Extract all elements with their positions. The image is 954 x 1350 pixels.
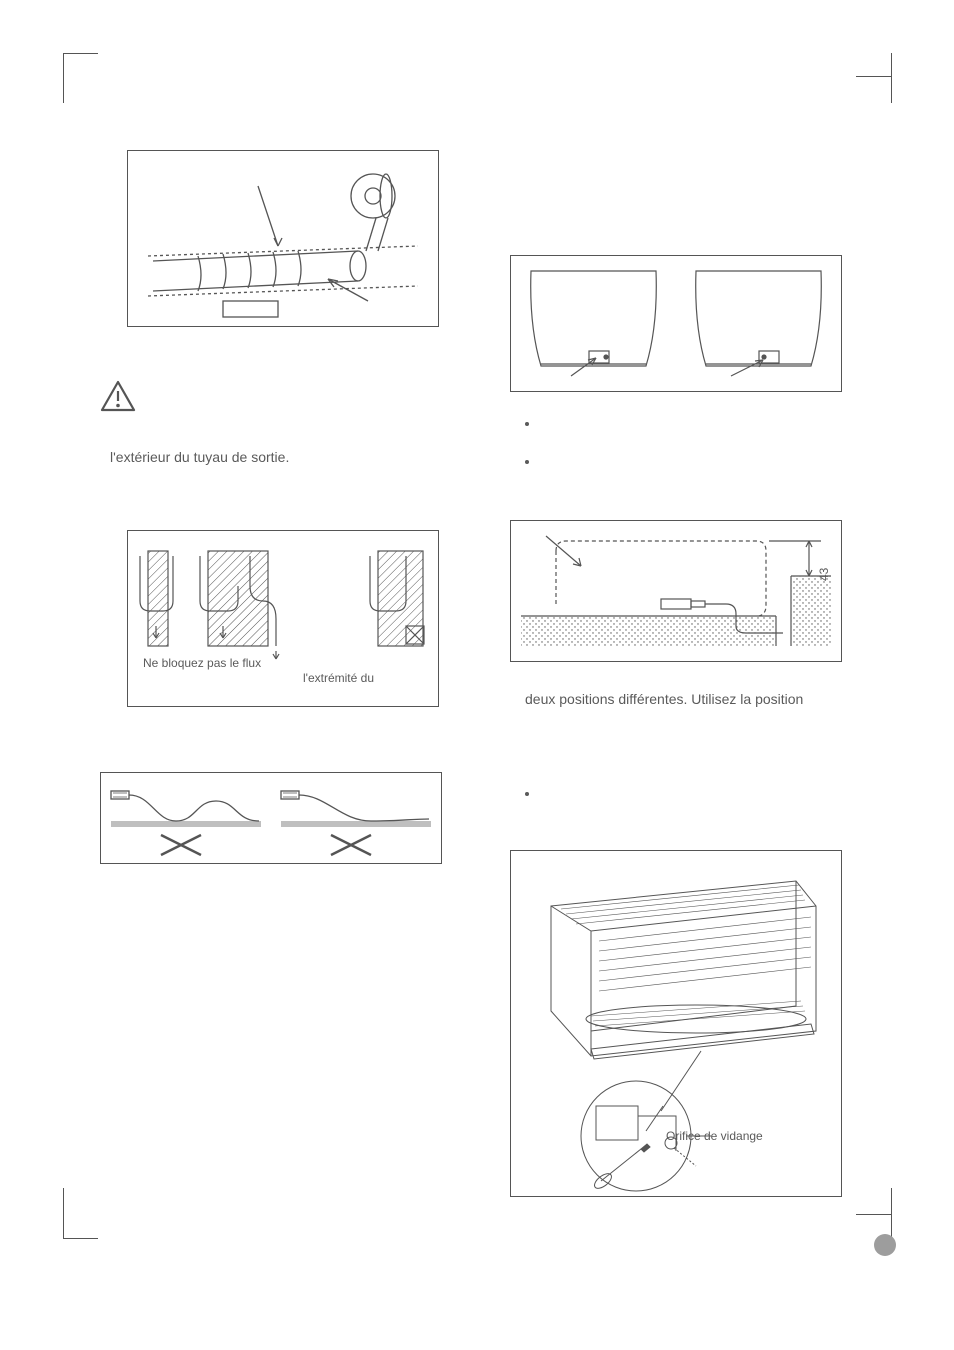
text-positions: deux positions différentes. Utilisez la … <box>525 690 803 709</box>
crop-mark <box>63 1238 98 1239</box>
crop-mark <box>891 53 892 103</box>
units-svg <box>511 256 841 391</box>
tape-wrap-svg <box>128 151 438 326</box>
crop-mark <box>856 76 891 77</box>
crop-mark <box>63 53 98 54</box>
figure-wall-section: 43 <box>510 520 842 662</box>
figure-indoor-unit: Orifice de vidange <box>510 850 842 1197</box>
warning-icon <box>100 380 136 412</box>
label-extremite: l'extrémité du <box>303 671 374 685</box>
figure-tape-wrap <box>127 150 439 327</box>
warning-text: l'extérieur du tuyau de sortie. <box>110 448 289 467</box>
figure-units <box>510 255 842 392</box>
figure-flow: Ne bloquez pas le flux l'extrémité du <box>127 530 439 707</box>
crop-mark <box>891 1188 892 1238</box>
hose-svg <box>101 773 441 863</box>
label-no-block: Ne bloquez pas le flux <box>143 656 261 670</box>
figure-hose-wrong <box>100 772 442 864</box>
page-number-dot <box>874 1234 896 1256</box>
indoor-svg <box>511 851 841 1196</box>
bullet <box>525 460 529 464</box>
bullet <box>525 422 529 426</box>
crop-mark <box>63 53 64 103</box>
label-orifice: Orifice de vidange <box>666 1129 763 1143</box>
flow-svg <box>128 531 438 706</box>
crop-mark <box>63 1188 64 1238</box>
bullet <box>525 792 529 796</box>
dim-43: 43 <box>817 568 831 581</box>
crop-mark <box>856 1214 891 1215</box>
wall-svg <box>511 521 841 661</box>
